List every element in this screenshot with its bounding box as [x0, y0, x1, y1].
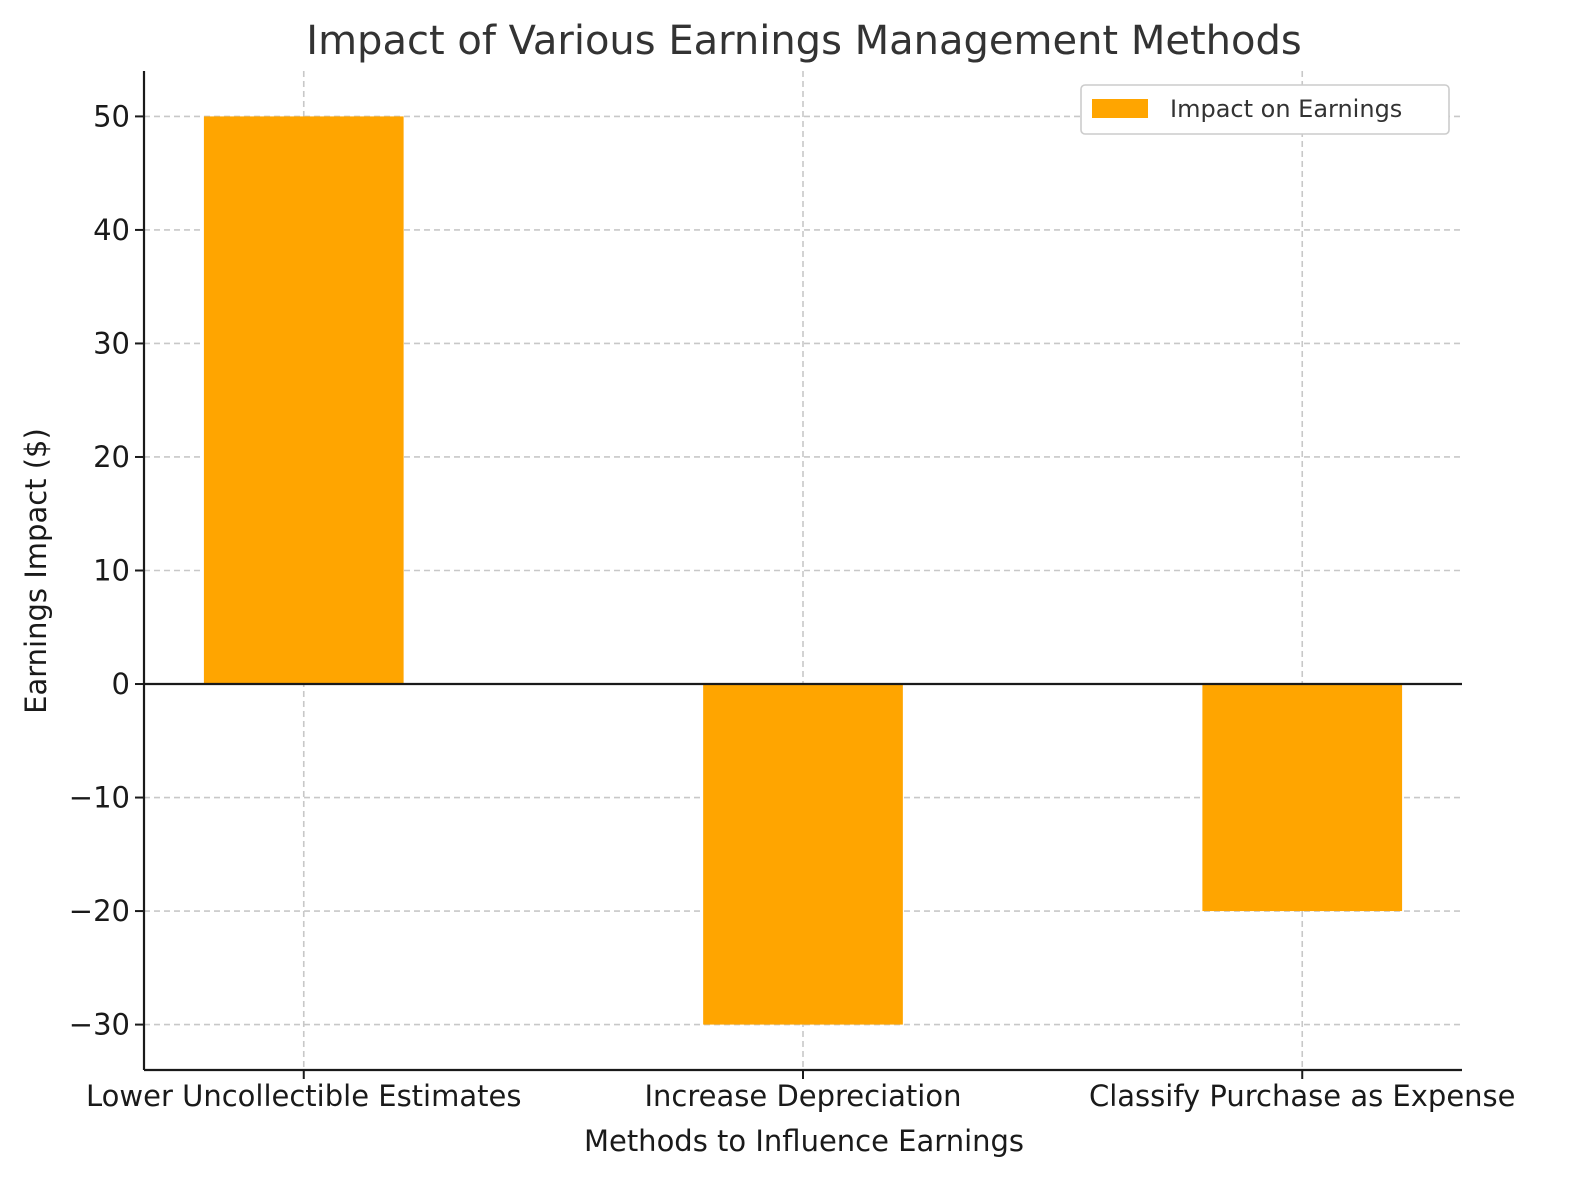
bar	[203, 116, 404, 685]
y-axis-ticks: 50 40 30 20 10 0 −10 −20 −30	[69, 99, 144, 1042]
x-tick-label: Lower Uncollectible Estimates	[86, 1079, 521, 1113]
x-axis-ticks: Lower Uncollectible Estimates Increase De…	[86, 1070, 1516, 1113]
legend-swatch	[1092, 99, 1148, 118]
bar	[1202, 684, 1403, 912]
x-tick-label: Classify Purchase as Expense	[1089, 1079, 1516, 1113]
y-axis-label: Earnings Impact ($)	[19, 428, 53, 714]
y-tick-label: 0	[112, 667, 130, 701]
y-tick-label: −30	[69, 1008, 130, 1042]
x-tick-label: Increase Depreciation	[645, 1079, 962, 1113]
y-tick-label: 10	[93, 554, 130, 588]
legend-label: Impact on Earnings	[1170, 95, 1402, 123]
bar	[703, 684, 903, 1025]
y-tick-label: 40	[93, 213, 130, 247]
y-tick-label: 20	[93, 440, 130, 474]
y-tick-label: −10	[69, 781, 130, 815]
legend-frame	[1080, 84, 1450, 135]
y-tick-label: 30	[93, 326, 130, 360]
x-axis-label: Methods to Influence Earnings	[584, 1124, 1024, 1158]
y-tick-label: −20	[69, 894, 130, 928]
y-tick-label: 50	[93, 99, 130, 133]
bars	[203, 116, 1403, 1025]
chart-title: Impact of Various Earnings Management Me…	[306, 18, 1301, 64]
legend: Impact on Earnings	[1080, 84, 1450, 135]
